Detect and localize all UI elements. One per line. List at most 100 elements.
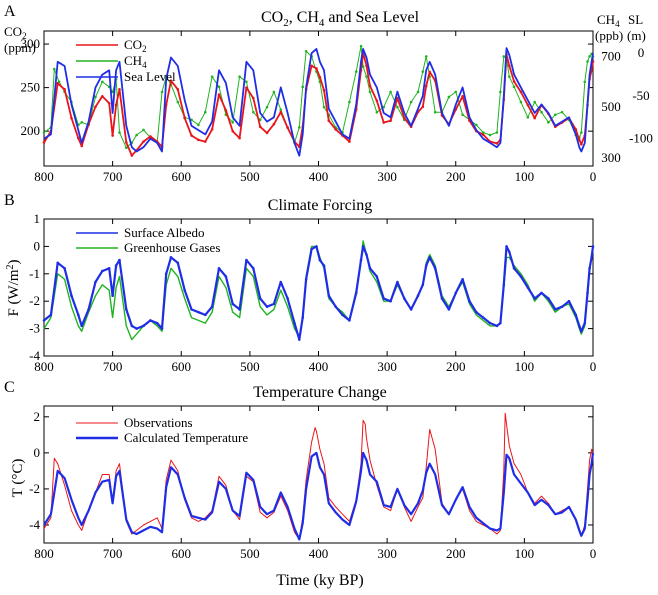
panel-b: B Climate Forcing F (W/m2) 800 700 600 500 4… [4, 192, 596, 374]
ch4-point [586, 60, 589, 63]
surface-albedo-point [183, 288, 186, 292]
co2-point [42, 141, 46, 144]
surface-albedo-point [301, 316, 305, 319]
co2-point [461, 95, 464, 98]
surface-albedo-point [402, 297, 406, 300]
surface-albedo-point [553, 308, 557, 311]
surface-albedo-point [409, 308, 413, 311]
co2-point [310, 64, 313, 68]
co2-point [421, 105, 425, 109]
co2-point [402, 116, 406, 120]
ch4-point [80, 121, 84, 124]
ch4-point [125, 146, 128, 150]
ch4-point [424, 55, 428, 58]
ch4-point [507, 75, 511, 78]
co2-point [169, 79, 173, 82]
ch4-point [348, 100, 351, 104]
surface-albedo-point [507, 250, 511, 254]
surface-albedo-point [495, 324, 499, 328]
panel-b-ytick-label: -1 [29, 266, 40, 281]
surface-albedo-point [149, 319, 152, 322]
ch4-point [52, 67, 56, 71]
surface-albedo-point [560, 305, 564, 308]
ch4-point [297, 126, 301, 129]
panel-a-xtick-label: 800 [34, 169, 54, 184]
panel-a-ch4-ytick-label: 300 [601, 150, 621, 165]
surface-albedo-point [488, 321, 492, 325]
surface-albedo-point [334, 305, 337, 308]
ch4-point [238, 75, 241, 78]
co2-point [318, 75, 322, 79]
surface-albedo-point [365, 253, 368, 256]
ch4-point [454, 90, 458, 94]
surface-albedo-point [327, 294, 331, 298]
legend-obs-label: Observations [124, 415, 193, 430]
surface-albedo-point [475, 310, 478, 314]
surface-albedo-point [533, 297, 536, 300]
ch4-point [322, 105, 326, 109]
ch4-point [272, 90, 276, 94]
panel-a-ylabel-ch4: CH4 [597, 12, 620, 29]
ch4-point [142, 128, 145, 132]
co2-point [577, 138, 581, 142]
surface-albedo-point [348, 319, 351, 322]
ch4-point [588, 55, 591, 58]
panel-c-xtick-label: 700 [103, 546, 123, 561]
co2-point [279, 110, 283, 114]
ch4-point [279, 108, 283, 111]
surface-albedo-point [203, 313, 207, 317]
co2-point [101, 95, 104, 98]
co2-point [481, 133, 485, 136]
co2-point [197, 138, 200, 142]
co2-point [322, 88, 326, 92]
ch4-point [217, 85, 221, 89]
panel-a-xtick-label: 100 [515, 169, 535, 184]
surface-albedo-point [125, 308, 128, 311]
co2-point [114, 103, 118, 107]
panel-a-xtick-label: 300 [377, 169, 397, 184]
surface-albedo-point [197, 310, 200, 314]
sea-level-line [43, 47, 594, 157]
surface-albedo-point [114, 264, 118, 267]
surface-albedo-point [447, 308, 451, 311]
surface-albedo-point [416, 294, 420, 298]
surface-albedo-point [265, 305, 269, 308]
co2-point [574, 128, 578, 131]
ch4-point [197, 123, 200, 127]
ch4-point [375, 110, 379, 114]
surface-albedo-point [258, 297, 262, 300]
surface-albedo-point [421, 283, 425, 287]
surface-albedo-point [588, 267, 591, 270]
co2-point [56, 81, 60, 85]
panel-c-letter: C [4, 379, 15, 396]
co2-point [238, 136, 241, 140]
ch4-point [94, 95, 97, 99]
ch4-point [252, 110, 255, 114]
surface-albedo-point [315, 245, 318, 248]
panel-a-sl-ytick-label: -100 [629, 131, 653, 146]
panel-b-xtick-label: 0 [590, 359, 597, 374]
panel-c-xtick-label: 500 [240, 546, 260, 561]
ch4-point [553, 113, 557, 117]
panel-a-ylabel-sl-unit: (m) [627, 28, 646, 43]
ch4-point [160, 90, 164, 94]
panel-a-xtick-label: 0 [590, 169, 597, 184]
panel-a-sl-ytick-label: -50 [632, 88, 649, 103]
ch4-point [176, 100, 180, 104]
surface-albedo-point [42, 319, 46, 322]
surface-albedo-point [224, 275, 228, 278]
surface-albedo-point [526, 286, 530, 289]
co2-point [424, 84, 428, 88]
ch4-point [361, 65, 365, 68]
surface-albedo-point [160, 327, 164, 330]
panel-a-sl-ytick-label: 0 [638, 45, 645, 60]
panel-b-ytick-label: -3 [29, 321, 40, 336]
co2-point [334, 128, 337, 131]
co2-point [580, 142, 583, 146]
co2-point [190, 134, 193, 137]
surface-albedo-point [101, 269, 104, 273]
panel-a: A CO2, CH4 and Sea Level CO2 (ppm) CH4 (… [4, 3, 653, 184]
co2-point [368, 84, 372, 88]
surface-albedo-point [176, 261, 180, 265]
legend-ghg-label: Greenhouse Gases [124, 240, 220, 255]
